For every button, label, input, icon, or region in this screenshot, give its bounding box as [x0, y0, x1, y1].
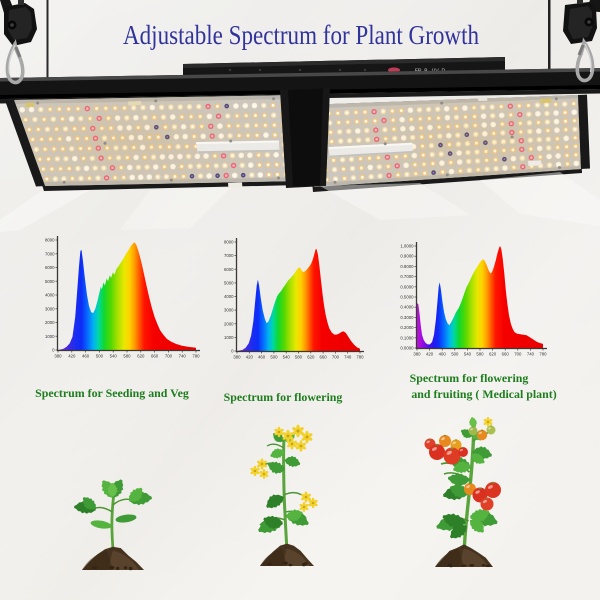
svg-text:0.9000: 0.9000 [400, 254, 414, 259]
svg-text:0.3000: 0.3000 [400, 315, 414, 320]
svg-text:5000: 5000 [224, 280, 234, 285]
svg-text:0: 0 [52, 348, 55, 353]
svg-text:1.0000: 1.0000 [400, 244, 414, 249]
svg-text:and fruiting ( Medical plant): and fruiting ( Medical plant) [411, 387, 556, 401]
svg-text:460: 460 [439, 352, 447, 357]
svg-text:4000: 4000 [45, 293, 55, 298]
svg-text:4000: 4000 [224, 294, 234, 299]
svg-text:1000: 1000 [224, 335, 234, 340]
svg-text:580: 580 [476, 352, 484, 357]
svg-text:7000: 7000 [45, 251, 55, 256]
svg-text:540: 540 [464, 352, 472, 357]
svg-text:660: 660 [151, 354, 159, 359]
svg-text:460: 460 [82, 354, 90, 359]
svg-text:540: 540 [283, 355, 291, 360]
svg-text:0.8000: 0.8000 [400, 264, 414, 269]
svg-text:2000: 2000 [224, 321, 234, 326]
svg-text:Spectrum for flowering: Spectrum for flowering [410, 371, 529, 385]
svg-text:0.5000: 0.5000 [400, 295, 414, 300]
svg-text:Adjustable Spectrum for Plant: Adjustable Spectrum for Plant Growth [123, 20, 479, 50]
svg-text:0: 0 [231, 349, 234, 354]
svg-text:0.7000: 0.7000 [400, 274, 414, 279]
svg-text:500: 500 [96, 354, 104, 359]
svg-text:3000: 3000 [45, 306, 55, 311]
svg-text:780: 780 [539, 352, 547, 357]
svg-text:700: 700 [332, 355, 340, 360]
svg-text:Spectrum for flowering: Spectrum for flowering [224, 390, 343, 404]
svg-text:540: 540 [110, 354, 118, 359]
svg-text:740: 740 [344, 355, 352, 360]
svg-text:700: 700 [165, 354, 173, 359]
svg-text:660: 660 [502, 352, 510, 357]
svg-text:580: 580 [123, 354, 131, 359]
svg-text:660: 660 [320, 355, 328, 360]
svg-text:580: 580 [295, 355, 303, 360]
svg-text:8000: 8000 [45, 238, 55, 243]
svg-text:6000: 6000 [45, 265, 55, 270]
svg-text:0.2000: 0.2000 [400, 325, 414, 330]
svg-text:8000: 8000 [224, 240, 234, 245]
svg-text:0.1000: 0.1000 [400, 335, 414, 340]
svg-text:0.4000: 0.4000 [400, 305, 414, 310]
svg-text:7000: 7000 [224, 253, 234, 258]
svg-text:500: 500 [270, 355, 278, 360]
svg-text:460: 460 [258, 355, 266, 360]
svg-text:380: 380 [413, 352, 421, 357]
svg-text:700: 700 [514, 352, 522, 357]
svg-text:620: 620 [307, 355, 315, 360]
svg-text:740: 740 [527, 352, 535, 357]
svg-text:420: 420 [246, 355, 254, 360]
svg-text:380: 380 [233, 355, 241, 360]
svg-text:780: 780 [192, 354, 200, 359]
svg-text:780: 780 [356, 355, 364, 360]
svg-text:2000: 2000 [45, 320, 55, 325]
svg-text:380: 380 [54, 354, 62, 359]
svg-text:0.6000: 0.6000 [400, 284, 414, 289]
svg-text:Spectrum for Seeding and Veg: Spectrum for Seeding and Veg [35, 386, 189, 400]
svg-text:500: 500 [451, 352, 459, 357]
svg-text:3000: 3000 [224, 308, 234, 313]
svg-text:740: 740 [179, 354, 187, 359]
svg-text:420: 420 [68, 354, 76, 359]
svg-text:5000: 5000 [45, 279, 55, 284]
svg-text:0.0000: 0.0000 [400, 346, 414, 351]
svg-text:1000: 1000 [45, 334, 55, 339]
svg-text:620: 620 [137, 354, 145, 359]
svg-text:6000: 6000 [224, 267, 234, 272]
svg-text:420: 420 [426, 352, 434, 357]
svg-text:620: 620 [489, 352, 497, 357]
